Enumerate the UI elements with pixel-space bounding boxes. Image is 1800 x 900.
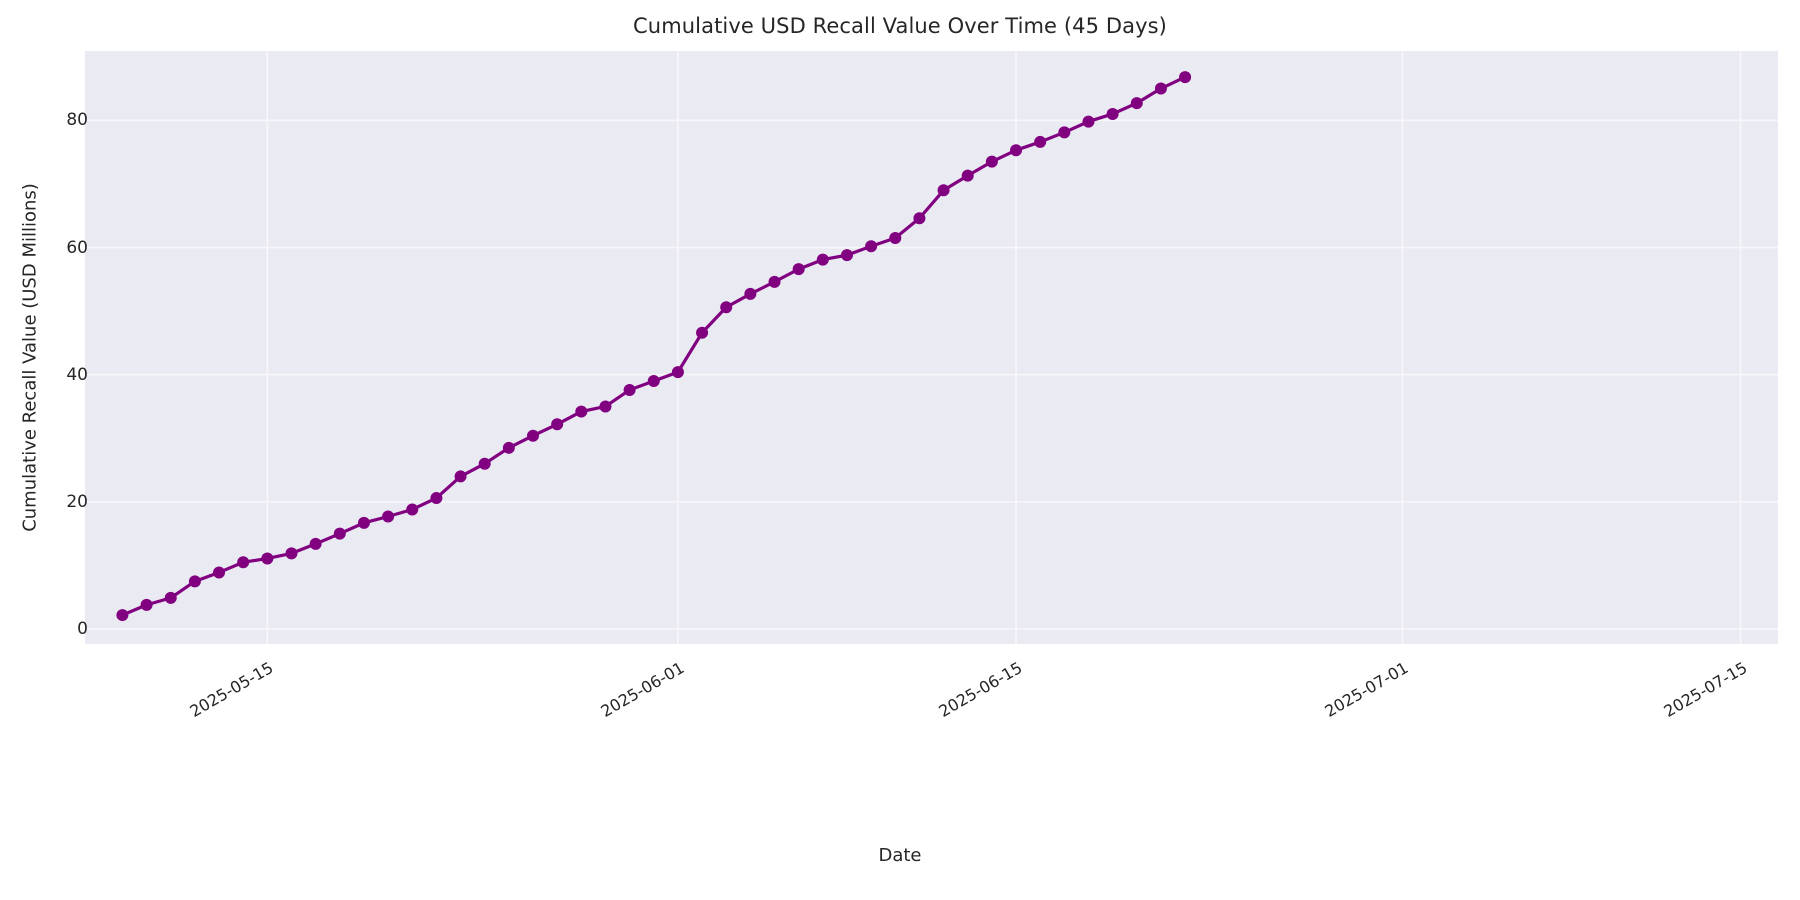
data-point-marker: [551, 418, 564, 431]
data-point-marker: [454, 470, 467, 483]
y-tick-label: 40: [66, 364, 88, 385]
data-point-marker: [164, 591, 177, 604]
series-line: [120, 75, 1187, 617]
x-tick-label: 2025-06-15: [935, 658, 1026, 721]
data-point-marker: [1034, 135, 1047, 148]
y-tick-label: 80: [66, 110, 88, 131]
data-point-marker: [1010, 144, 1023, 157]
y-axis-label: Cumulative Recall Value (USD Millions): [19, 183, 41, 532]
data-point-marker: [1106, 107, 1119, 120]
x-tick-label: 2025-07-15: [1660, 658, 1751, 721]
data-point-marker: [1082, 115, 1095, 128]
data-point-marker: [213, 566, 226, 579]
data-point-marker: [116, 609, 129, 622]
data-point-marker: [237, 556, 250, 569]
data-point-marker: [671, 366, 684, 379]
line-series-svg: [85, 51, 1778, 644]
data-point-marker: [478, 457, 491, 470]
y-tick-label: 20: [66, 491, 88, 512]
data-point-marker: [720, 301, 733, 314]
data-point-marker: [430, 492, 443, 505]
x-axis-label: Date: [878, 845, 922, 866]
data-point-marker: [309, 537, 322, 550]
data-point-marker: [285, 547, 298, 560]
data-point-marker: [985, 155, 998, 168]
data-point-marker: [1179, 71, 1192, 84]
chart-title: Cumulative USD Recall Value Over Time (4…: [633, 14, 1167, 38]
data-point-marker: [527, 429, 540, 442]
x-tick-label: 2025-07-01: [1321, 658, 1412, 721]
data-point-marker: [502, 441, 515, 454]
data-point-marker: [623, 383, 636, 396]
plot-area: [85, 51, 1778, 644]
data-point-marker: [333, 527, 346, 540]
data-point-marker: [792, 263, 805, 276]
data-point-marker: [913, 212, 926, 225]
data-point-marker: [937, 184, 950, 197]
data-point-marker: [889, 231, 902, 244]
data-point-marker: [865, 240, 878, 253]
data-point-marker: [744, 287, 757, 300]
data-point-marker: [357, 516, 370, 529]
data-point-marker: [599, 400, 612, 413]
data-point-marker: [696, 326, 709, 339]
data-point-marker: [575, 405, 588, 418]
data-point-marker: [768, 275, 781, 288]
data-point-marker: [840, 249, 853, 262]
data-point-marker: [1130, 97, 1143, 110]
data-point-marker: [647, 375, 660, 388]
data-point-marker: [406, 503, 419, 516]
data-point-marker: [188, 575, 201, 588]
data-point-marker: [382, 510, 395, 523]
y-tick-label: 0: [77, 619, 88, 640]
y-tick-label: 60: [66, 237, 88, 258]
x-tick-label: 2025-06-01: [597, 658, 688, 721]
x-tick-label: 2025-05-15: [186, 658, 277, 721]
data-point-marker: [1058, 126, 1071, 139]
data-point-marker: [961, 169, 974, 182]
data-point-marker: [816, 253, 829, 266]
data-point-marker: [1154, 82, 1167, 95]
data-point-marker: [261, 552, 274, 565]
data-point-marker: [140, 598, 153, 611]
